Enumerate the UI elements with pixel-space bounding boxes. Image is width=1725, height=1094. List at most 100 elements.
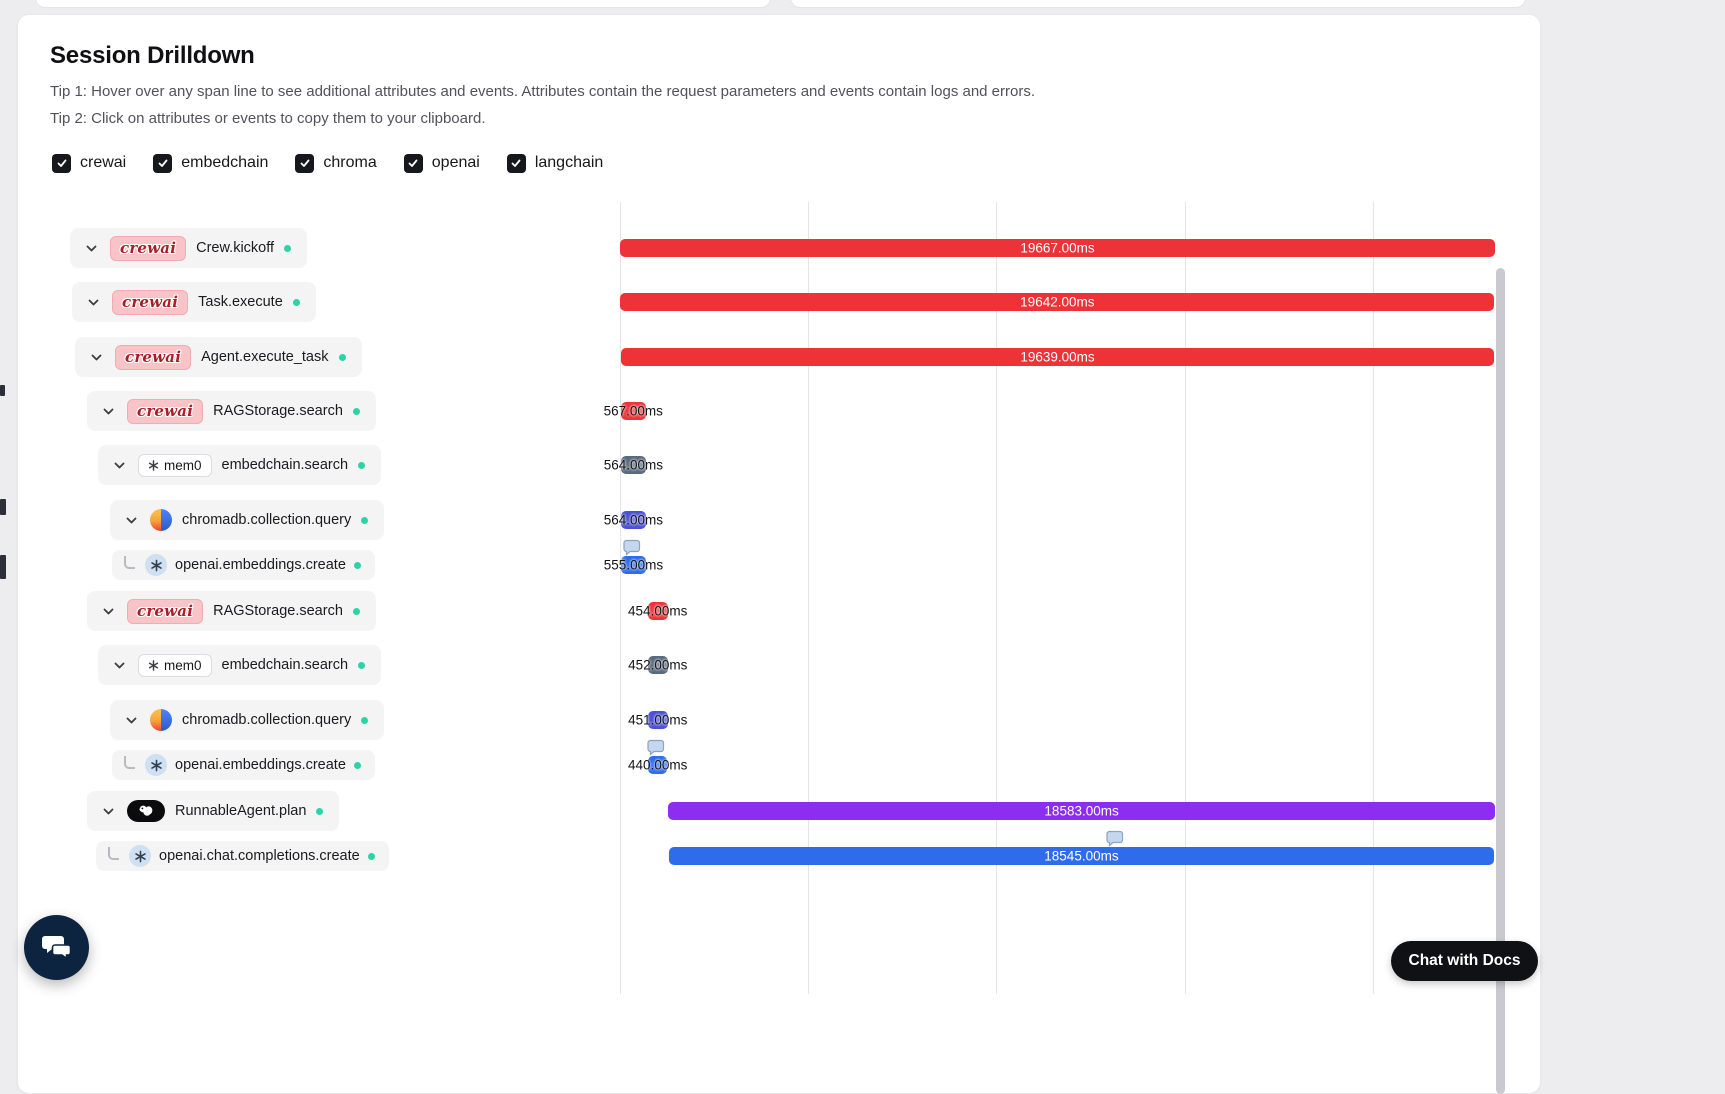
duration-label: 19642.00ms [1020,294,1095,310]
event-bubble-icon[interactable] [1106,830,1124,847]
span-bar[interactable]: 567.00ms [604,402,663,420]
span-row-label[interactable]: crewai Crew.kickoff [70,228,308,268]
span-row-label[interactable]: crewai Agent.execute_task [75,337,362,377]
chevron-down-icon[interactable] [110,656,128,674]
filter-label: openai [431,154,480,171]
span-row-label[interactable]: openai.embeddings.create [112,550,375,580]
span-row-label[interactable]: openai.embeddings.create [112,750,375,780]
duration-label: 440.00ms [628,757,688,773]
trace-row: crewai RAGStorage.search 454.00ms [0,589,1541,633]
crewai-logo-badge: crewai [115,344,192,370]
chevron-down-icon[interactable] [99,402,117,420]
timeline-gridline [620,202,621,994]
chevron-down-icon[interactable] [110,456,128,474]
filter-embedchain[interactable]: embedchain [153,153,268,173]
status-dot [353,561,361,569]
span-row-label[interactable]: crewai Task.execute [72,282,316,322]
chat-bubbles-icon [41,935,71,960]
span-row-label[interactable]: mem0 embedchain.search [98,445,382,485]
chevron-down-icon[interactable] [82,239,100,257]
status-dot [338,353,346,361]
timeline-gridline [996,202,997,994]
span-bar[interactable]: 18545.00ms [668,847,1494,865]
chat-with-docs-button[interactable]: Chat with Docs [1391,941,1538,981]
span-row-label[interactable]: chromadb.collection.query [110,500,385,540]
span-name: RAGStorage.search [213,403,343,419]
chevron-down-icon[interactable] [99,802,117,820]
check-icon [300,159,310,167]
trace-row: openai.embeddings.create 440.00ms [0,739,1541,787]
span-bar[interactable]: 452.00ms [628,656,687,674]
span-row-label[interactable]: chromadb.collection.query [110,700,385,740]
checkbox-langchain[interactable] [506,153,526,173]
span-row-label[interactable]: crewai RAGStorage.search [87,391,376,431]
duration-label: 567.00ms [603,403,663,419]
vertical-scrollbar-thumb[interactable] [1496,268,1505,1094]
duration-label: 451.00ms [628,712,688,728]
span-row-label[interactable]: mem0 embedchain.search [98,645,382,685]
span-name: openai.chat.completions.create [159,848,360,864]
chroma-logo-icon [150,709,172,731]
check-icon [511,159,521,167]
chevron-down-icon[interactable] [122,511,140,529]
elbow-connector-icon [124,755,135,769]
chevron-down-icon[interactable] [84,293,102,311]
span-bar[interactable]: 564.00ms [604,456,663,474]
duration-label: 18583.00ms [1044,803,1119,819]
elbow-connector-icon [108,846,119,860]
status-dot [367,852,375,860]
span-name: chromadb.collection.query [182,712,352,728]
elbow-connector-icon [124,555,135,569]
duration-label: 18545.00ms [1044,848,1119,864]
status-dot [358,461,366,469]
left-edge-artifact [0,555,6,579]
timeline-gridline [1185,202,1186,994]
filter-label: crewai [80,154,127,171]
partial-card-top-left [35,0,771,8]
span-bar[interactable]: 18583.00ms [668,802,1495,820]
duration-label: 564.00ms [603,512,663,528]
span-bar[interactable]: 19639.00ms [620,348,1495,366]
status-dot [352,407,360,415]
span-name: openai.embeddings.create [175,557,346,573]
span-name: embedchain.search [221,457,349,473]
span-bar[interactable]: 19642.00ms [620,293,1495,311]
check-icon [57,159,66,167]
span-row-label[interactable]: RunnableAgent.plan [87,791,340,831]
event-bubble-icon[interactable] [623,539,641,556]
chevron-down-icon[interactable] [122,711,140,729]
span-bar[interactable]: 451.00ms [628,711,687,729]
span-bar[interactable]: 19667.00ms [620,239,1495,257]
checkbox-openai[interactable] [403,153,423,173]
span-name: chromadb.collection.query [182,512,352,528]
span-row-label[interactable]: openai.chat.completions.create [96,841,389,871]
checkbox-crewai[interactable] [52,153,71,173]
chat-widget-button[interactable] [24,915,89,980]
checkbox-embedchain[interactable] [153,153,173,173]
event-bubble-icon[interactable] [647,739,665,756]
span-bar[interactable]: 555.00ms [604,556,663,574]
span-name: Crew.kickoff [196,240,275,256]
trace-row: crewai Task.execute 19642.00ms [0,280,1541,324]
chevron-down-icon[interactable] [99,602,117,620]
span-bar[interactable]: 454.00ms [628,602,687,620]
filter-chroma[interactable]: chroma [295,153,377,173]
filter-openai[interactable]: openai [403,153,480,173]
span-bar[interactable]: 564.00ms [604,511,663,529]
partial-card-top-right [790,0,1526,8]
trace-row: chromadb.collection.query 564.00ms [0,498,1541,542]
duration-label: 564.00ms [603,457,663,473]
filter-crewai[interactable]: crewai [52,153,127,173]
span-bar[interactable]: 440.00ms [628,756,687,774]
span-name: Task.execute [198,294,283,310]
left-edge-artifact [0,499,6,515]
mem0-logo-badge: mem0 [138,653,212,677]
mem0-logo-badge: mem0 [138,453,212,477]
status-dot [353,761,361,769]
checkbox-chroma[interactable] [295,153,315,173]
span-row-label[interactable]: crewai RAGStorage.search [87,591,376,631]
left-edge-artifact [0,385,5,396]
filter-langchain[interactable]: langchain [506,153,603,173]
chevron-down-icon[interactable] [87,348,105,366]
openai-logo-icon [145,754,167,776]
